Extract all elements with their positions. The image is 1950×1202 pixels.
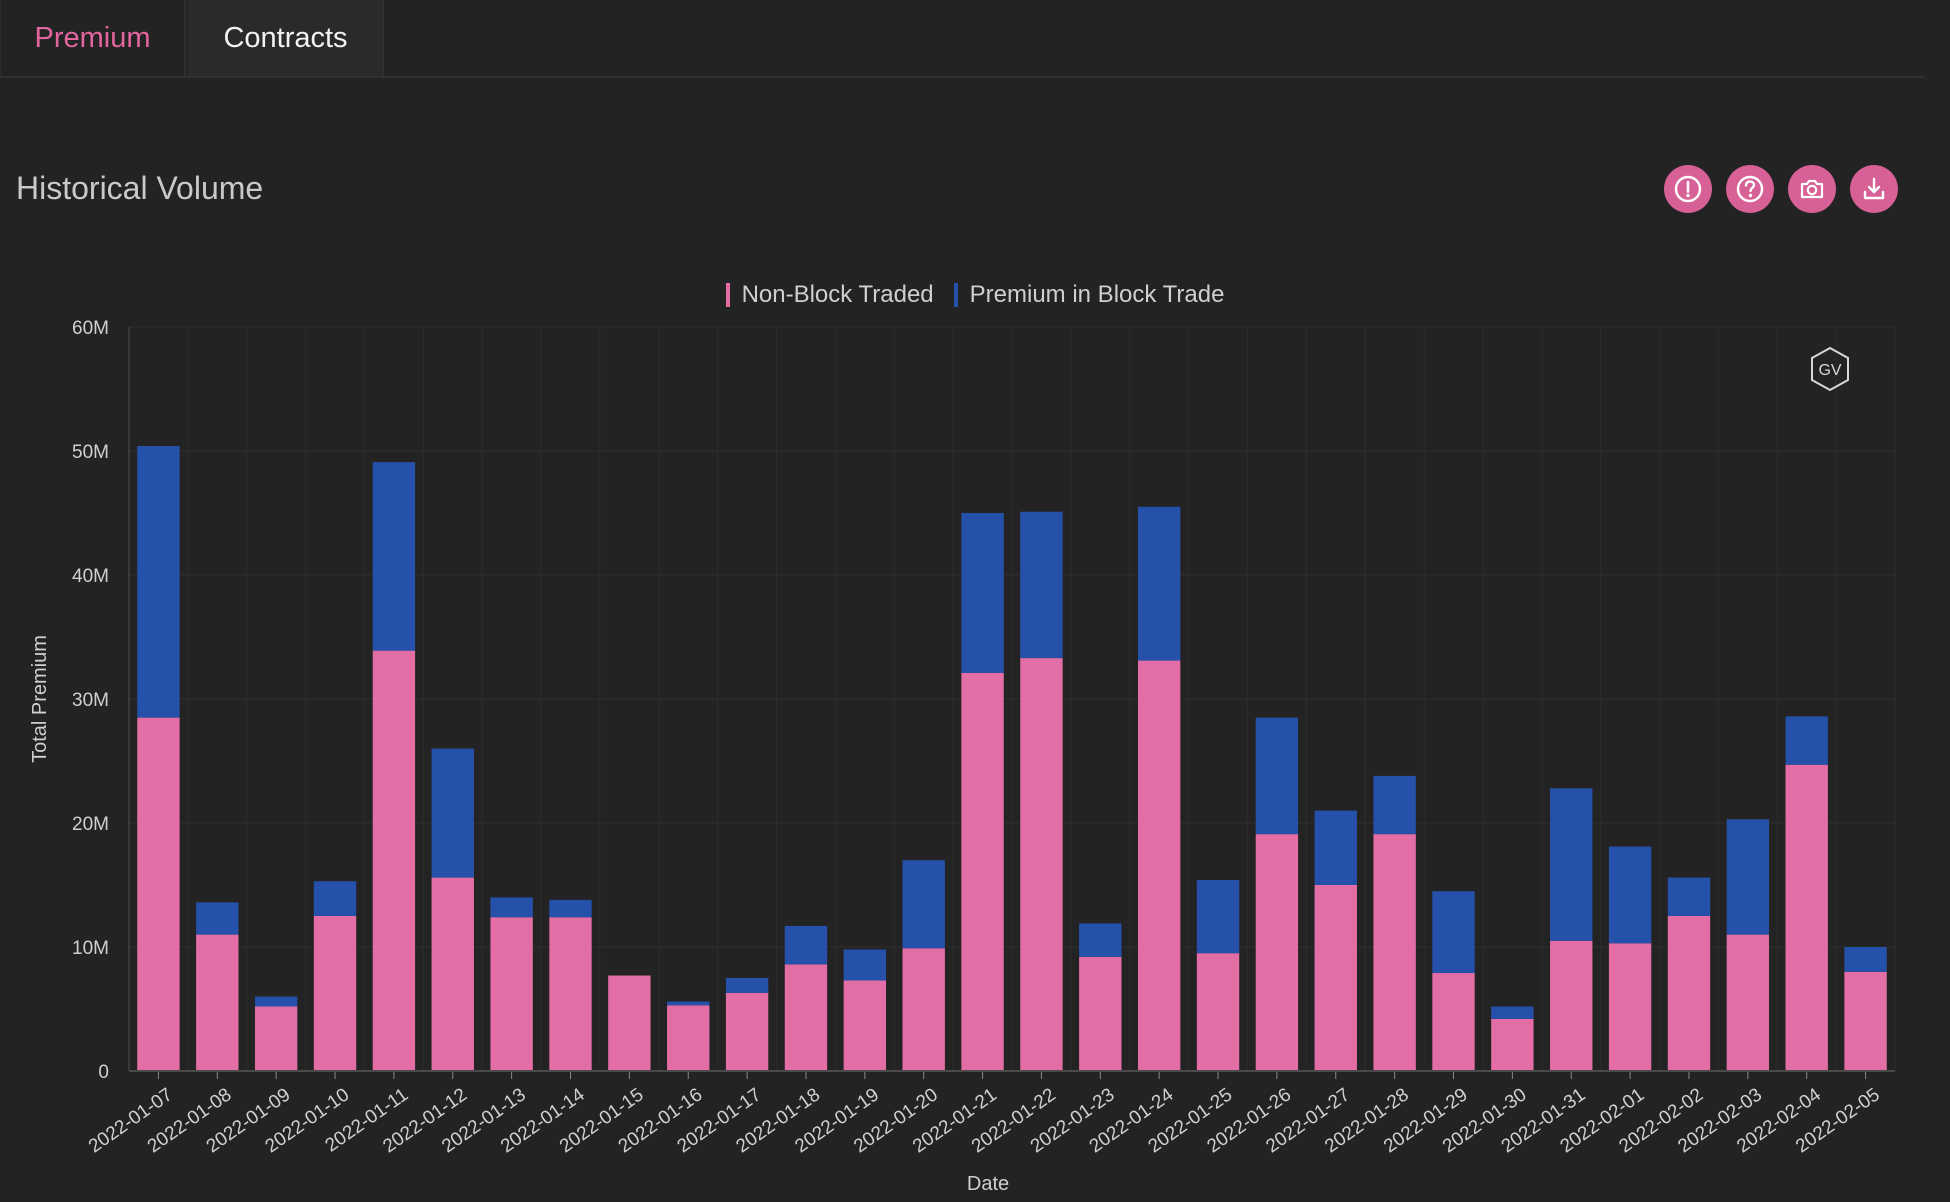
bar-block <box>961 513 1004 673</box>
bar-non-block <box>1785 764 1828 1071</box>
bar-non-block <box>1196 953 1240 1071</box>
help-icon <box>1736 175 1764 203</box>
bar-non-block <box>431 877 474 1071</box>
bar-non-block <box>137 717 180 1071</box>
watermark-text: GV <box>1818 362 1841 379</box>
y-tick-label: 0 <box>98 1062 109 1083</box>
bar-block <box>667 1001 710 1006</box>
bar-block <box>196 902 239 935</box>
bar-non-block <box>1079 956 1122 1071</box>
help-button[interactable] <box>1726 165 1774 213</box>
bar-non-block <box>372 650 416 1071</box>
bar-block <box>1196 880 1240 954</box>
bar-block <box>1785 716 1828 765</box>
bar-block <box>1137 506 1181 661</box>
bar-block <box>1844 947 1887 972</box>
bar-block <box>372 462 416 651</box>
legend-item-non-block[interactable]: Non-Block Traded <box>725 281 934 309</box>
bar-block <box>1020 511 1063 659</box>
bar-block <box>1373 775 1416 835</box>
tab-bar: Premium Contracts <box>0 0 1925 78</box>
bar-block <box>1255 717 1299 835</box>
section-title: Historical Volume <box>16 170 264 206</box>
bar-non-block <box>1255 834 1299 1071</box>
bar-non-block <box>1550 940 1593 1071</box>
bar-non-block <box>1491 1018 1534 1071</box>
camera-icon <box>1800 179 1824 199</box>
gv-logo-icon: GV <box>1811 346 1849 392</box>
bar-block <box>725 978 769 993</box>
bar-block <box>1667 877 1711 916</box>
bar-non-block <box>1844 971 1887 1071</box>
bar-block <box>1608 846 1652 944</box>
bar-block <box>1079 923 1122 957</box>
tab-contracts[interactable]: Contracts <box>188 0 384 76</box>
legend-label-block: Premium in Block Trade <box>969 281 1225 308</box>
bar-non-block <box>843 980 887 1071</box>
screenshot-button[interactable] <box>1788 165 1836 213</box>
info-icon <box>1674 175 1702 203</box>
legend-swatch-non-block <box>725 283 730 307</box>
bar-block <box>1432 891 1475 974</box>
bar-non-block <box>313 916 357 1071</box>
bar-block <box>1726 819 1770 935</box>
bar-block <box>1550 788 1593 941</box>
bar-non-block <box>490 917 533 1071</box>
bar-block <box>784 925 828 965</box>
bar-non-block <box>254 1006 298 1071</box>
bar-non-block <box>1667 916 1711 1071</box>
legend-item-block[interactable]: Premium in Block Trade <box>953 281 1225 309</box>
bar-non-block <box>1726 934 1770 1071</box>
chart-legend: Non-Block Traded Premium in Block Trade <box>0 280 1950 310</box>
bar-block <box>902 860 945 949</box>
bar-block <box>431 748 474 878</box>
y-tick-label: 60M <box>72 318 109 339</box>
info-button[interactable] <box>1664 165 1712 213</box>
bar-block <box>254 996 298 1007</box>
bar-non-block <box>1137 660 1181 1071</box>
legend-swatch-block <box>953 283 958 307</box>
y-axis-title: Total Premium <box>29 635 51 763</box>
bar-non-block <box>1373 834 1416 1071</box>
bar-non-block <box>1020 658 1063 1071</box>
bar-block <box>843 949 887 981</box>
download-button[interactable] <box>1850 165 1898 213</box>
bar-non-block <box>1608 943 1652 1071</box>
y-tick-label: 20M <box>72 814 109 835</box>
bar-non-block <box>1432 973 1475 1071</box>
bar-block <box>1314 810 1357 885</box>
bar-non-block <box>1314 885 1357 1071</box>
bar-non-block <box>961 672 1004 1071</box>
bar-block <box>1491 1006 1534 1019</box>
bar-block <box>490 897 533 918</box>
y-tick-label: 30M <box>72 690 109 711</box>
bar-non-block <box>902 948 945 1071</box>
bar-block <box>137 446 180 718</box>
bar-block <box>313 881 357 916</box>
bar-non-block <box>784 964 828 1071</box>
y-tick-label: 50M <box>72 442 109 463</box>
bar-block <box>549 899 592 918</box>
bar-non-block <box>725 992 769 1071</box>
bar-non-block <box>608 975 651 1071</box>
y-tick-label: 10M <box>72 938 109 959</box>
bar-non-block <box>196 934 239 1071</box>
x-axis-title: Date <box>967 1173 1009 1195</box>
tab-premium[interactable]: Premium <box>0 0 186 76</box>
bar-non-block <box>549 917 592 1071</box>
bar-non-block <box>667 1005 710 1071</box>
y-tick-label: 40M <box>72 566 109 587</box>
legend-label-non-block: Non-Block Traded <box>741 281 934 308</box>
download-icon <box>1863 177 1885 200</box>
